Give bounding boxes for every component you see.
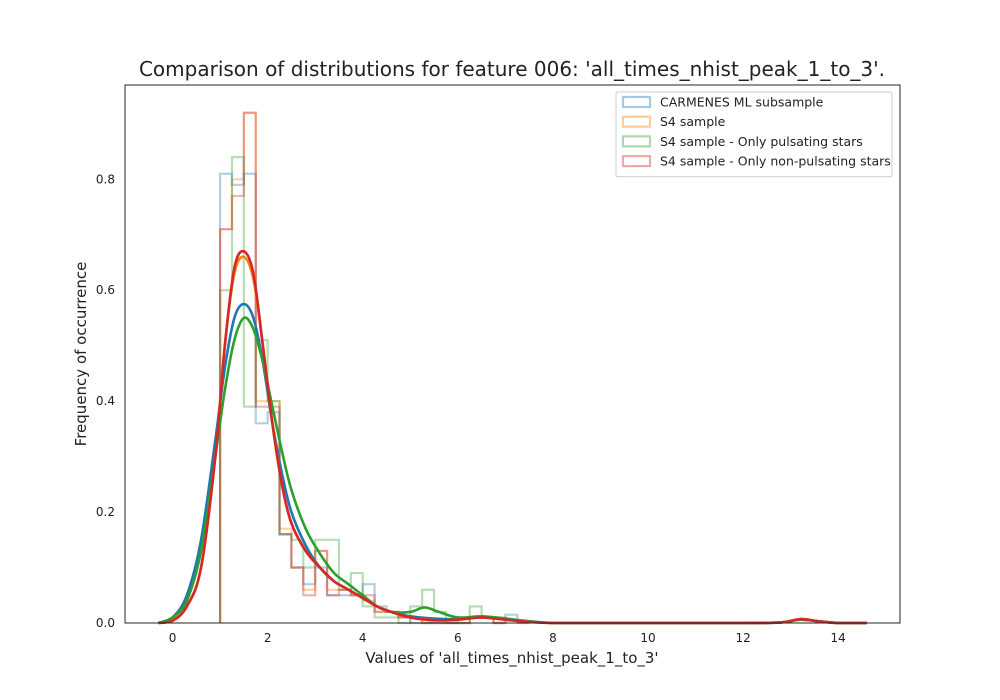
x-tick-label: 4: [359, 631, 367, 645]
y-axis-ticks: 0.0 0.2 0.4 0.6 0.8: [96, 172, 115, 630]
chart-title: Comparison of distributions for feature …: [139, 57, 885, 81]
y-axis-label: Frequency of occurrence: [72, 262, 90, 447]
kde-line-series-3: [158, 249, 867, 625]
y-tick-label: 0.8: [96, 172, 115, 186]
x-tick-label: 14: [831, 631, 846, 645]
y-tick-label: 0.6: [96, 283, 115, 297]
x-tick-label: 2: [264, 631, 272, 645]
legend-entry: S4 sample - Only pulsating stars: [660, 134, 863, 149]
x-tick-label: 0: [169, 631, 177, 645]
legend-swatch: [621, 95, 652, 109]
legend-swatch: [621, 155, 652, 168]
plot-frame: [124, 84, 901, 624]
x-axis-label: Values of 'all_times_nhist_peak_1_to_3': [365, 649, 658, 668]
y-tick-label: 0.2: [96, 505, 115, 519]
histogram-series-2: [218, 156, 507, 625]
histogram-series-0: [218, 172, 530, 625]
plot-area: [157, 111, 867, 625]
legend-entry: CARMENES ML subsample: [660, 95, 824, 110]
x-tick-label: 12: [735, 631, 750, 645]
y-tick-label: 0.4: [96, 394, 115, 408]
kde-line-series-1: [158, 255, 867, 625]
x-tick-label: 8: [549, 631, 557, 645]
x-tick-label: 10: [640, 631, 655, 645]
legend-entry: S4 sample: [660, 114, 726, 129]
chart-legend: CARMENES ML subsample S4 sample S4 sample …: [615, 91, 893, 178]
legend-swatch: [621, 115, 652, 128]
x-axis-ticks: 0 2 4 6 8 10 12 14: [169, 631, 846, 645]
x-tick-label: 6: [454, 631, 462, 645]
legend-entry: S4 sample - Only non-pulsating stars: [660, 154, 891, 169]
legend-box: [615, 91, 893, 178]
y-tick-label: 0.0: [96, 616, 115, 630]
legend-swatch: [621, 135, 652, 148]
